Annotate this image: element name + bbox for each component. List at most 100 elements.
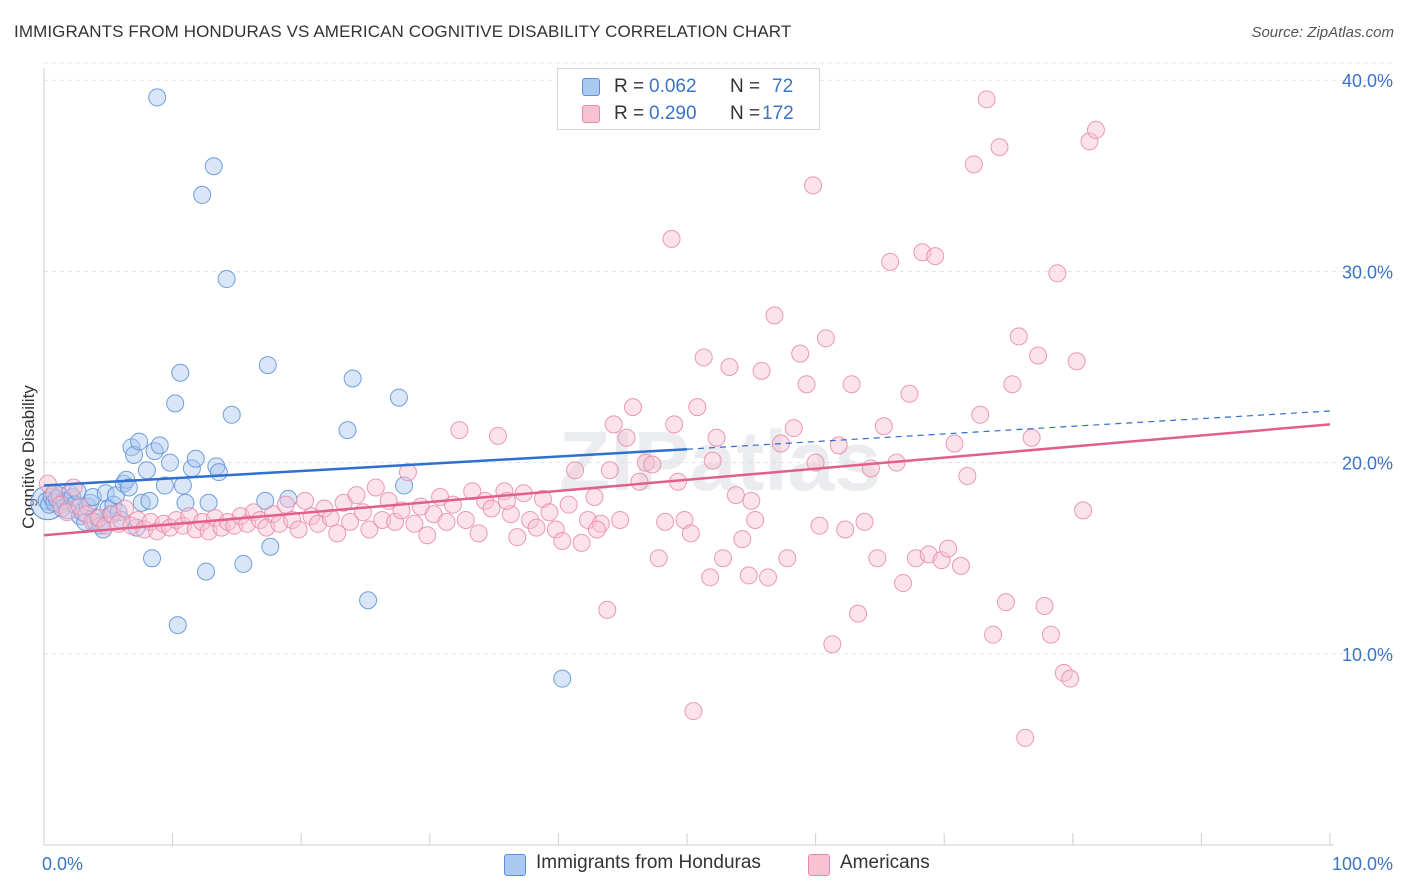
- legend-swatch-blue: [582, 78, 600, 96]
- data-point: [488, 426, 507, 445]
- data-point: [701, 568, 720, 587]
- y-tick-label: 20.0%: [1342, 454, 1393, 474]
- data-point: [150, 436, 169, 455]
- data-point: [501, 505, 520, 524]
- data-point: [130, 432, 149, 451]
- data-point: [688, 398, 707, 417]
- data-point: [778, 549, 797, 568]
- data-point: [173, 476, 192, 495]
- data-point: [437, 512, 456, 531]
- data-point: [945, 434, 964, 453]
- data-point: [1041, 625, 1060, 644]
- data-point: [566, 461, 585, 480]
- series-immigrants-from-honduras: [30, 88, 572, 688]
- data-point: [341, 512, 360, 531]
- data-point: [939, 539, 958, 558]
- data-point: [932, 551, 951, 570]
- data-point: [806, 453, 825, 472]
- y-tick-label: 40.0%: [1342, 71, 1393, 91]
- data-point: [359, 591, 378, 610]
- bottom-legend-label: Immigrants from Honduras: [536, 852, 761, 873]
- stats-legend: R = 0.062 N = 72 R = 0.290 N = 172: [557, 68, 820, 130]
- data-point: [469, 524, 488, 543]
- data-point: [559, 495, 578, 514]
- legend-r-label: R =: [614, 76, 645, 97]
- data-point: [234, 554, 253, 573]
- data-point: [71, 497, 90, 516]
- data-point: [1086, 120, 1105, 139]
- data-point: [161, 453, 180, 472]
- data-point: [546, 520, 565, 539]
- data-point: [900, 384, 919, 403]
- data-point: [463, 482, 482, 501]
- data-point: [392, 501, 411, 520]
- data-point: [739, 566, 758, 585]
- data-point: [132, 493, 151, 512]
- data-point: [572, 533, 591, 552]
- trend-line-honduras-extension: [686, 410, 1331, 450]
- data-point: [450, 421, 469, 440]
- data-point: [1003, 375, 1022, 394]
- data-point: [1035, 597, 1054, 615]
- data-point: [855, 512, 874, 531]
- data-point: [140, 491, 159, 510]
- y-tick-label: 10.0%: [1342, 645, 1393, 665]
- x-tick-label: 100.0%: [1332, 854, 1393, 874]
- bottom-legend-swatch-pink: [808, 854, 830, 876]
- data-point: [623, 398, 642, 417]
- legend-n-label: N =: [730, 76, 761, 97]
- data-point: [681, 524, 700, 543]
- data-point: [842, 375, 861, 394]
- bottom-legend-label: Americans: [840, 852, 930, 873]
- data-point: [752, 361, 771, 380]
- data-point: [1061, 669, 1080, 688]
- data-point: [283, 510, 302, 529]
- data-point: [714, 549, 733, 568]
- data-point: [951, 556, 970, 575]
- data-point: [527, 518, 546, 537]
- data-point: [508, 528, 527, 547]
- x-tick-label: 0.0%: [42, 854, 83, 874]
- data-point: [649, 549, 668, 568]
- data-point: [829, 436, 848, 455]
- data-point: [836, 520, 855, 539]
- data-point: [418, 526, 437, 545]
- data-point: [148, 88, 167, 107]
- data-point: [636, 453, 655, 472]
- data-point: [125, 445, 144, 464]
- legend-swatch-pink: [582, 105, 600, 123]
- chart-title: IMMIGRANTS FROM HONDURAS VS AMERICAN COG…: [14, 22, 792, 41]
- gridlines: [44, 62, 1392, 655]
- data-point: [197, 562, 216, 581]
- data-point: [343, 369, 362, 388]
- data-point: [816, 329, 835, 348]
- data-point: [389, 388, 408, 407]
- y-tick-label: 30.0%: [1342, 262, 1393, 282]
- data-point: [964, 155, 983, 174]
- legend-n-label: N =: [730, 103, 761, 124]
- x-tick-labels: 0.0% 100.0%: [42, 854, 1393, 874]
- data-point: [176, 493, 195, 512]
- data-point: [222, 405, 241, 424]
- y-axis-label: Cognitive Disability: [19, 385, 38, 529]
- data-point: [395, 476, 414, 495]
- data-point: [116, 499, 135, 518]
- data-point: [1067, 352, 1086, 371]
- data-point: [1029, 346, 1048, 365]
- data-point: [611, 510, 630, 529]
- data-point: [617, 428, 636, 447]
- data-point: [894, 574, 913, 593]
- data-point: [398, 463, 417, 482]
- data-point: [1022, 428, 1041, 447]
- data-point: [366, 478, 385, 497]
- data-point: [868, 549, 887, 568]
- data-point: [926, 247, 945, 266]
- data-point: [168, 616, 187, 635]
- data-point: [1016, 728, 1035, 747]
- data-point: [119, 478, 138, 497]
- data-point: [338, 421, 357, 440]
- data-point: [276, 495, 295, 514]
- data-point: [598, 600, 617, 619]
- data-point: [145, 442, 164, 461]
- data-point: [1074, 501, 1093, 520]
